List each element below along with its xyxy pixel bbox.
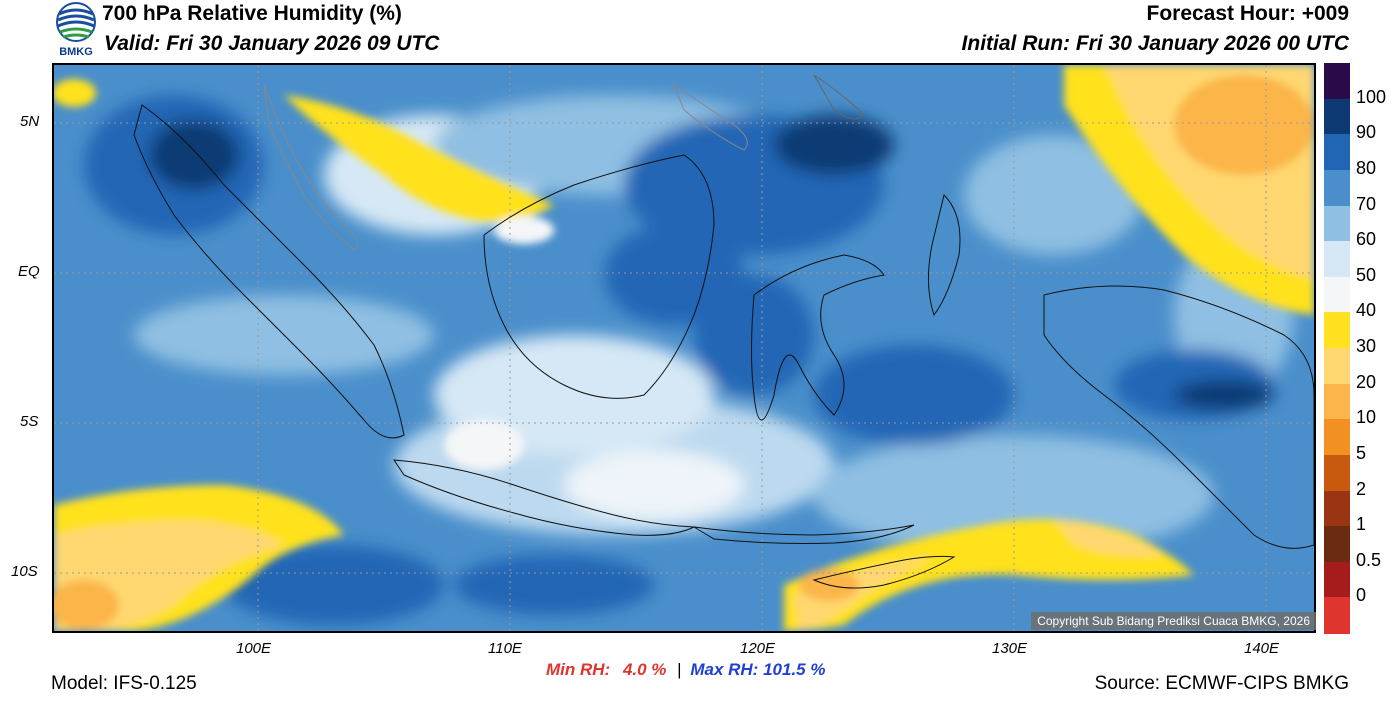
valid-time: Valid: Fri 30 January 2026 09 UTC [104, 32, 440, 55]
min-rh-label: Min RH: [546, 660, 611, 679]
colorbar-swatch [1324, 419, 1350, 456]
humidity-field [54, 65, 1314, 631]
colorbar-label: 40 [1356, 300, 1377, 321]
colorbar-label: 80 [1356, 157, 1377, 178]
colorbar-swatch [1324, 348, 1350, 385]
min-rh-value: 4.0 % [622, 660, 667, 679]
x-tick-120e: 120E [740, 640, 776, 657]
x-tick-100e: 100E [236, 640, 272, 657]
min-max-line: Min RH: 4.0 % | Max RH: 101.5 % [546, 660, 825, 680]
x-tick-110e: 110E [488, 640, 522, 657]
colorbar-label: 1 [1356, 514, 1367, 535]
colorbar-label: 60 [1356, 229, 1377, 250]
colorbar-label: 70 [1356, 193, 1377, 214]
colorbar-swatch [1324, 490, 1350, 527]
x-tick-140e: 140E [1244, 640, 1280, 657]
colorbar-label: 0.5 [1356, 549, 1382, 570]
max-rh-label: Max RH: [690, 660, 759, 679]
y-tick-5s: 5S [20, 413, 39, 430]
coastlines [133, 74, 1314, 589]
stats-separator: | [677, 660, 682, 679]
colorbar-swatch [1324, 526, 1350, 563]
colorbar-label: 10 [1356, 407, 1377, 428]
model-info: Model: IFS-0.125 [51, 673, 197, 694]
colorbar-swatch [1324, 276, 1350, 313]
colorbar-swatch [1324, 98, 1350, 135]
map-gridlines [54, 65, 1314, 631]
y-tick-eq: EQ [18, 263, 40, 280]
colorbar-label: 0 [1356, 585, 1367, 606]
copyright-notice: Copyright Sub Bidang Prediksi Cuaca BMKG… [1031, 612, 1316, 630]
map-title: 700 hPa Relative Humidity (%) [102, 2, 402, 25]
humidity-map [52, 63, 1316, 633]
colorbar [1324, 63, 1350, 634]
colorbar-swatch [1324, 169, 1350, 206]
max-rh-value: 101.5 % [763, 660, 826, 679]
y-tick-10s: 10S [11, 563, 38, 580]
bmkg-logo-emblem-icon [56, 2, 96, 42]
y-tick-5n: 5N [20, 113, 40, 130]
colorbar-label: 90 [1356, 122, 1377, 143]
colorbar-swatch [1324, 597, 1350, 634]
colorbar-label: 20 [1356, 371, 1377, 392]
colorbar-swatch [1324, 383, 1350, 420]
colorbar-swatch [1324, 205, 1350, 242]
colorbar-swatch [1324, 312, 1350, 349]
initial-run: Initial Run: Fri 30 January 2026 00 UTC [961, 32, 1349, 55]
x-tick-130e: 130E [992, 640, 1028, 657]
colorbar-label: 100 [1356, 86, 1387, 107]
colorbar-label: 2 [1356, 478, 1367, 499]
colorbar-label: 50 [1356, 264, 1377, 285]
colorbar-swatch [1324, 454, 1350, 491]
colorbar-label: 5 [1356, 442, 1367, 463]
source-info: Source: ECMWF-CIPS BMKG [1094, 673, 1349, 694]
colorbar-swatch [1324, 241, 1350, 278]
colorbar-swatch [1324, 63, 1350, 100]
colorbar-swatch [1324, 561, 1350, 598]
colorbar-swatch [1324, 134, 1350, 171]
forecast-hour: Forecast Hour: +009 [1146, 2, 1350, 25]
bmkg-logo-text: BMKG [59, 46, 93, 58]
colorbar-label: 30 [1356, 336, 1377, 356]
bmkg-logo: BMKG [53, 2, 99, 60]
